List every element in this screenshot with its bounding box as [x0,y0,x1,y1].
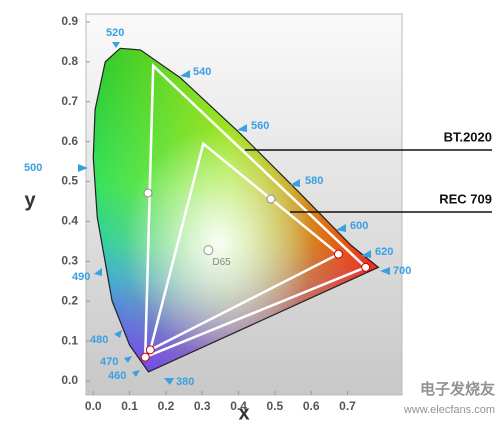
wavelength-label: 580 [305,175,323,187]
wavelength-label: 700 [393,265,411,277]
gamut-vertex [140,352,150,362]
y-tick-label: 0.0 [61,373,78,387]
watermark-title: 电子发烧友 [420,380,495,398]
pointer [164,378,174,385]
watermark-url: www.elecfans.com [403,404,495,416]
y-tick-label: 0.1 [61,333,78,347]
white-point [203,245,214,256]
wavelength-label: 620 [375,246,393,258]
wavelength-label: 490 [72,271,90,283]
edge-dot [143,188,153,198]
x-tick-label: 0.6 [303,399,320,413]
white-point-label: D65 [212,257,231,268]
spectral-locus [92,47,380,373]
callout-label: REC 709 [439,191,492,206]
x-tick-label: 0.1 [121,399,138,413]
wavelength-label: 600 [350,220,368,232]
wavelength-label: 560 [251,120,269,132]
edge-dot [266,194,276,204]
pointer [114,330,122,338]
wavelength-label: 470 [100,356,118,368]
y-tick-label: 0.2 [61,293,78,307]
pointer [132,370,140,377]
pointer [361,250,371,258]
gamut-vertex [361,262,371,272]
wavelength-labels: 520 540 560 580 600 620 700 500 490 480 … [24,27,411,388]
y-tick-label: 0.4 [61,214,78,228]
x-tick-label: 0.3 [194,399,211,413]
pointer [380,267,390,275]
pointer [237,124,247,132]
x-axis-label: x [238,402,249,424]
y-axis-label: y [24,189,36,211]
pointer [112,42,120,48]
wavelength-label: 460 [108,370,126,382]
wavelength-label: 540 [193,66,211,78]
wavelength-label: 500 [24,162,42,174]
pointer [290,179,300,187]
y-tick-label: 0.3 [61,254,78,268]
pointer [78,164,88,172]
x-tick-label: 0.5 [267,399,284,413]
wavelength-label: 480 [90,334,108,346]
wavelength-label: 520 [106,27,124,39]
wavelength-label: 380 [176,376,194,388]
x-tick-label: 0.4 [230,399,247,413]
x-tick-label: 0.2 [158,399,175,413]
pointer [94,268,102,276]
pointer [124,356,132,363]
y-tick-label: 0.5 [61,174,78,188]
callout-label: BT.2020 [444,129,492,144]
y-tick-label: 0.8 [61,54,78,68]
gamut-vertex [145,345,155,355]
x-tick-label: 0.7 [339,399,356,413]
y-tick-label: 0.9 [61,14,78,28]
x-tick-label: 0.0 [85,399,102,413]
pointer [180,70,190,78]
gamut-vertex [333,249,343,259]
pointer [336,224,346,232]
gamut-triangle [143,63,368,359]
y-tick-label: 0.6 [61,134,78,148]
y-tick-label: 0.7 [61,94,78,108]
